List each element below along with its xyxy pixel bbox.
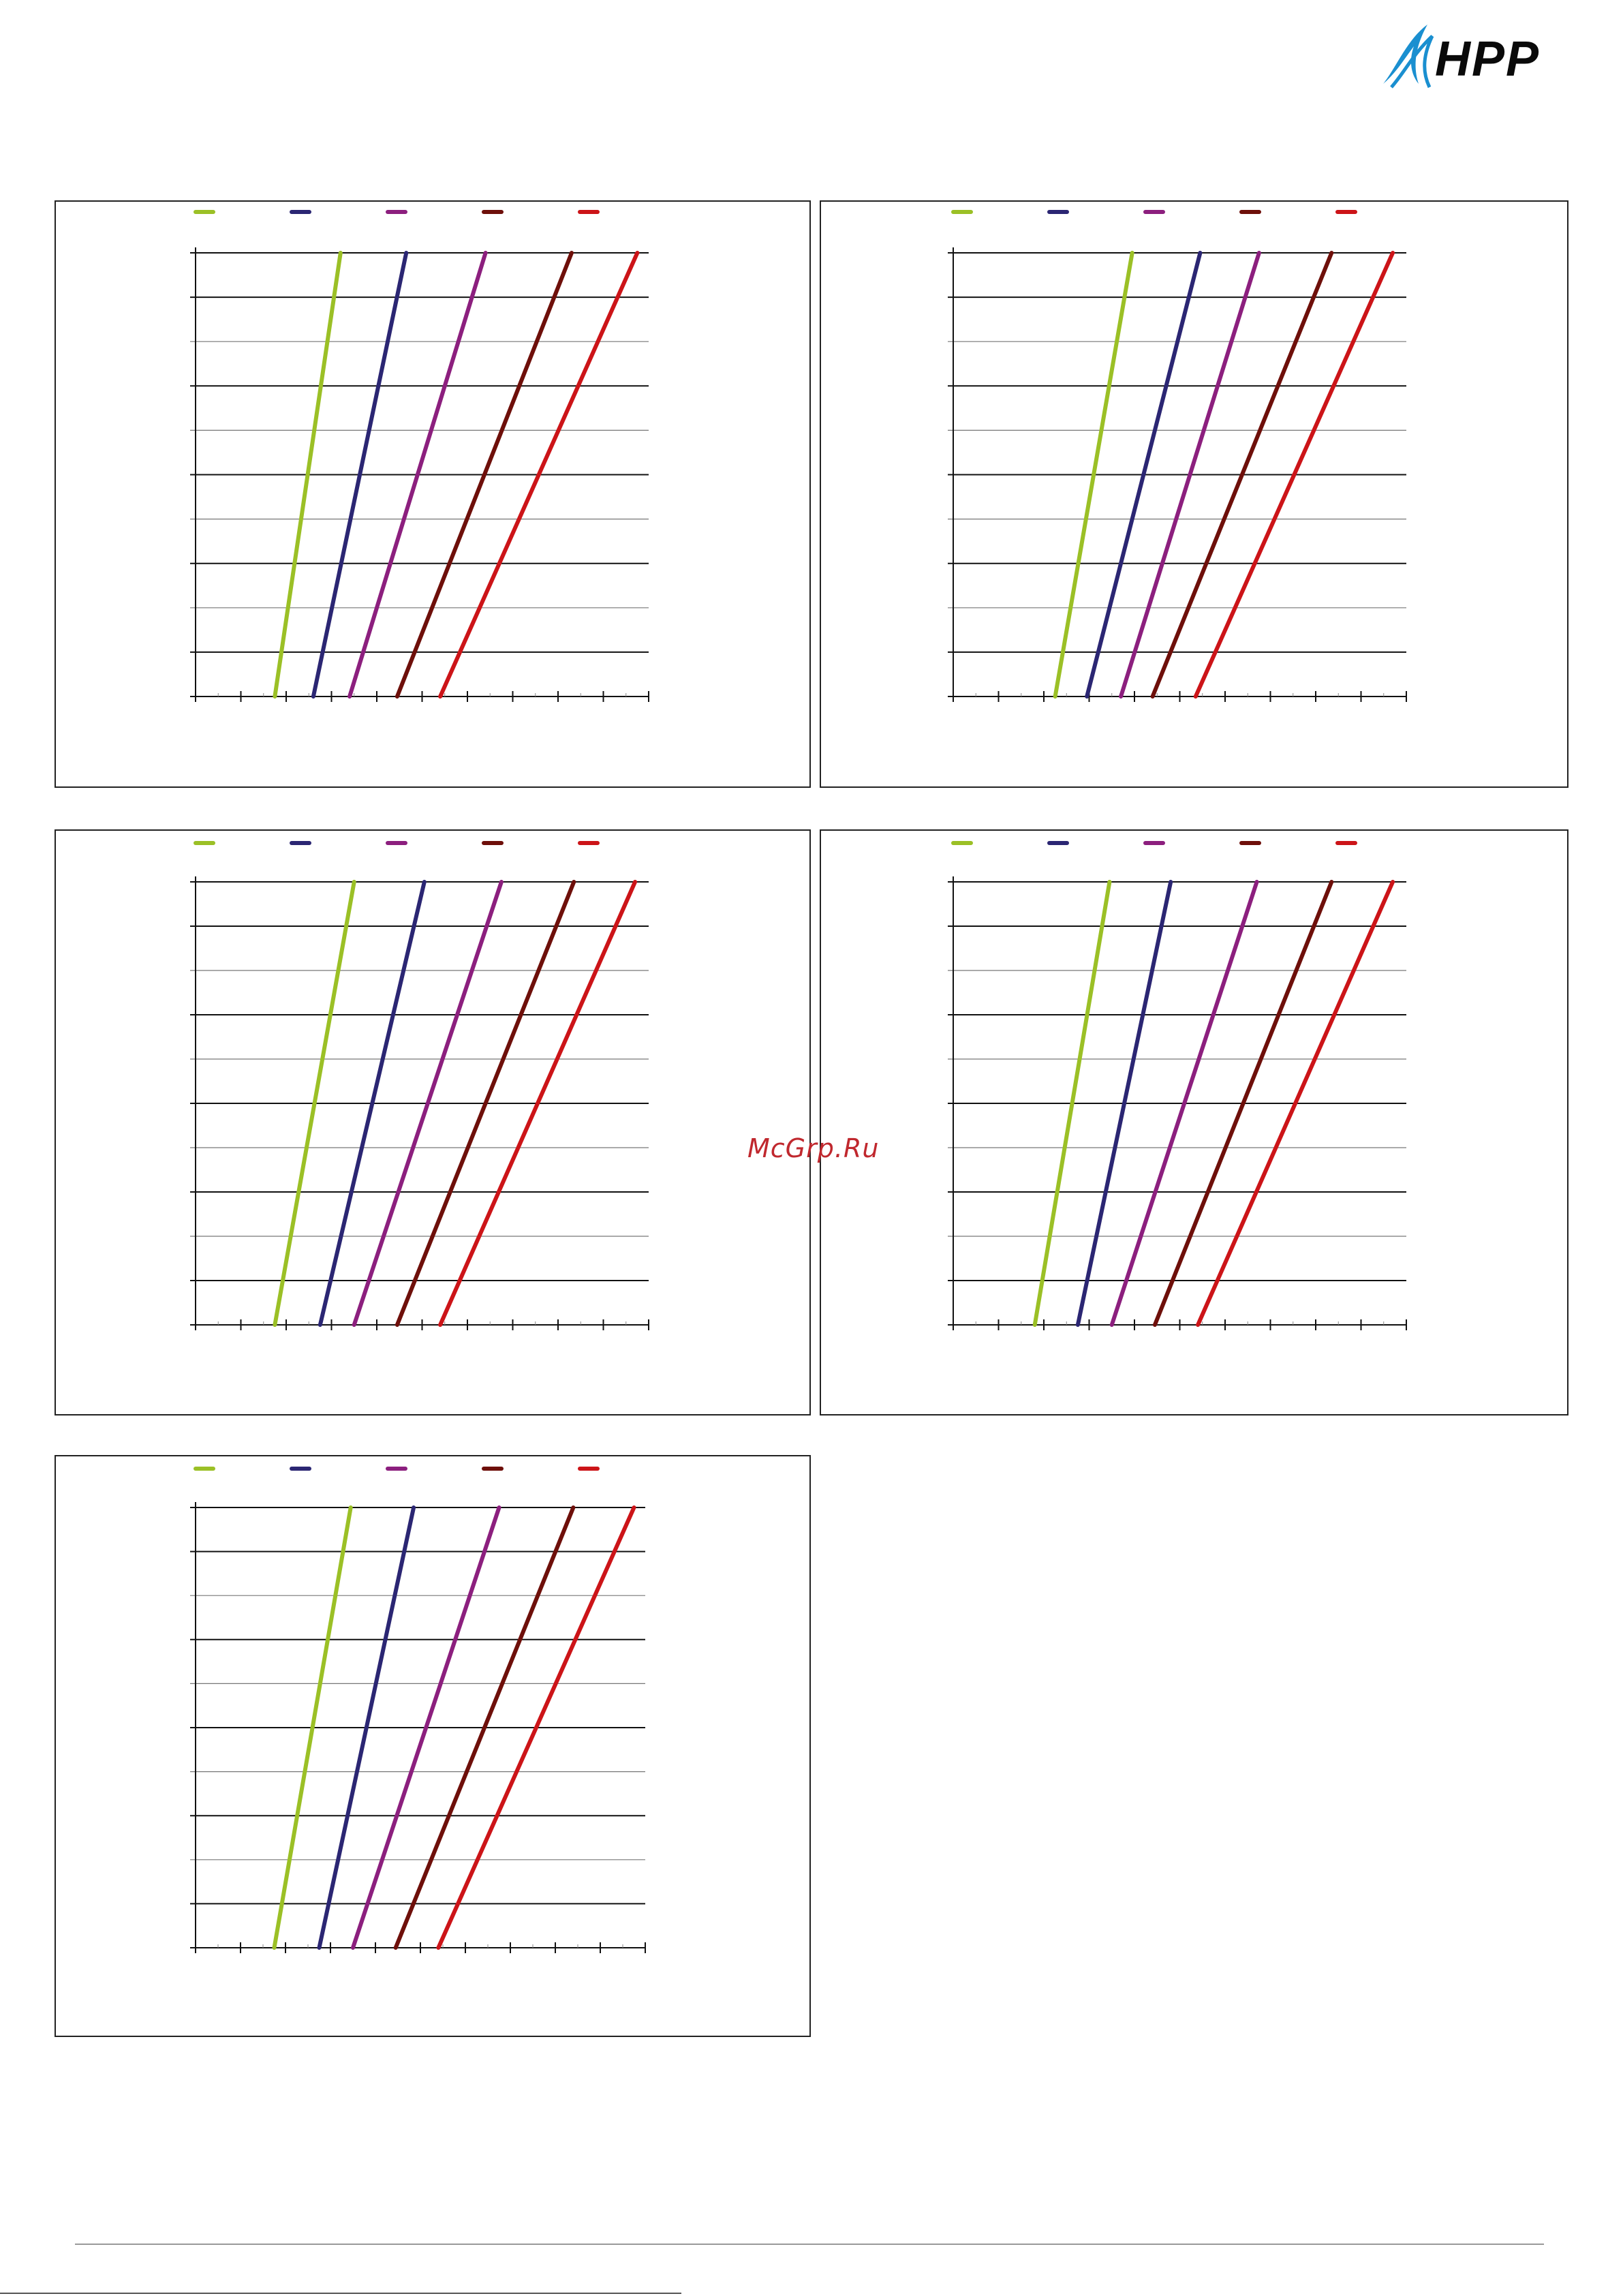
chart-panel-2	[820, 200, 1568, 788]
series-line-1	[1032, 880, 1112, 1327]
series-line-1	[1053, 251, 1134, 699]
chart-panel-4	[820, 829, 1568, 1415]
series-line-2	[1075, 880, 1173, 1327]
chart-panel-1	[55, 200, 811, 788]
hpp-logo: HPP	[1376, 19, 1554, 94]
series-line-1	[273, 251, 343, 699]
series-line-5	[438, 880, 638, 1327]
chart-4	[948, 841, 1407, 1330]
series-line-3	[1119, 251, 1261, 699]
series-line-3	[351, 1505, 501, 1950]
series-line-2	[317, 1505, 416, 1950]
series-line-3	[347, 251, 488, 699]
series-line-5	[436, 1505, 636, 1950]
logo-swoosh-icon	[1383, 25, 1434, 89]
chart-1	[190, 210, 649, 702]
footer-divider	[75, 2244, 1544, 2245]
series-line-2	[318, 880, 427, 1327]
series-line-4	[395, 251, 574, 699]
bottom-edge-line	[0, 2293, 681, 2294]
series-line-4	[1150, 251, 1334, 699]
series-line-5	[438, 251, 640, 699]
series-line-5	[1196, 880, 1395, 1327]
series-line-4	[393, 1505, 576, 1950]
series-line-4	[1152, 880, 1334, 1327]
watermark-text: McGrp.Ru	[747, 1133, 880, 1163]
series-line-3	[1109, 880, 1259, 1327]
series-line-5	[1193, 251, 1395, 699]
series-line-1	[273, 880, 356, 1327]
series-line-2	[311, 251, 409, 699]
chart-2	[948, 210, 1407, 702]
series-line-3	[352, 880, 504, 1327]
series-line-2	[1085, 251, 1203, 699]
chart-panel-3	[55, 829, 811, 1415]
series-line-4	[395, 880, 576, 1327]
chart-3	[190, 841, 649, 1330]
chart-panel-5	[55, 1455, 811, 2037]
logo-text: HPP	[1435, 32, 1541, 87]
chart-5	[190, 1467, 646, 1953]
series-line-1	[272, 1505, 353, 1950]
